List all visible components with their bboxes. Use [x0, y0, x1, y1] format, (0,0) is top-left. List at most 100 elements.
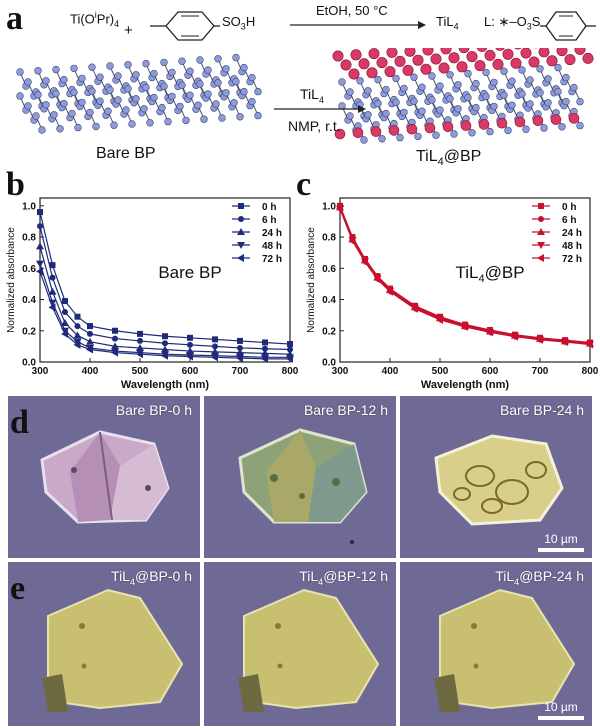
bp-atom [146, 119, 154, 127]
til4-atom [564, 54, 576, 66]
til4-atom [424, 122, 436, 134]
data-point-marker [373, 275, 381, 284]
data-point-marker [238, 203, 244, 209]
plus-sign: + [124, 22, 133, 39]
bp-atom [142, 83, 150, 92]
bp-atom [34, 67, 42, 75]
bp-atom [132, 95, 140, 103]
micrograph-bare-bp-0h: Bare BP-0 h [8, 396, 200, 558]
til4-atom [458, 48, 470, 54]
bp-atom [128, 120, 136, 128]
y-tick-label: 0.4 [322, 295, 336, 306]
bp-atom [60, 75, 68, 84]
til4-atom [528, 56, 540, 68]
bp-atom [364, 87, 372, 95]
bp-atom [486, 127, 494, 136]
data-point-marker [237, 344, 243, 351]
bp-atom [222, 65, 230, 73]
series-line [39, 225, 291, 351]
bp-atom [114, 96, 122, 104]
micrograph-label: Bare BP-0 h [115, 402, 192, 418]
bp-atom [518, 66, 526, 74]
bp-atom [490, 78, 498, 87]
til4-atom [538, 48, 550, 58]
bp-atom [16, 92, 24, 100]
til4-atom [546, 55, 558, 67]
bp-atom [86, 108, 94, 117]
bp-atom [490, 102, 498, 111]
bp-atom [418, 83, 426, 91]
til4-atom [478, 119, 490, 130]
bp-atom [42, 101, 50, 109]
bp-atom [464, 93, 472, 102]
micrograph-til4-bp-24h: TiL4@BP-24 h 10 µm [400, 562, 592, 726]
bp-atom [168, 68, 176, 77]
bp-atom [382, 109, 390, 118]
bp-atom [186, 67, 194, 75]
y-axis-label: Normalized absorbance [6, 227, 17, 333]
data-point-marker [61, 329, 68, 338]
data-point-marker [62, 298, 68, 305]
data-point-marker [136, 343, 144, 351]
til4-bp-lattice [332, 48, 594, 144]
y-tick-label: 0.0 [22, 358, 36, 369]
til4-atom [352, 127, 364, 139]
flake-coated-24h [434, 588, 576, 712]
micrograph-bare-bp-12h: Bare BP-12 h [204, 396, 396, 558]
flake-bare-24h [434, 434, 564, 526]
bp-atom [414, 132, 422, 141]
bp-atom [482, 68, 490, 77]
til4-atom [348, 68, 360, 80]
data-point-marker [538, 216, 544, 222]
til4-atom [358, 58, 370, 70]
bp-atom [392, 98, 400, 107]
panel-label-d: d [10, 404, 29, 441]
y-tick-label: 0.4 [22, 295, 36, 306]
bp-atom [472, 103, 480, 112]
bp-atom [42, 77, 50, 85]
til4-atom [384, 66, 396, 78]
legend-label: 72 h [262, 254, 282, 265]
bp-atom [52, 89, 60, 98]
bp-atom [50, 111, 58, 119]
data-point-marker [87, 323, 93, 330]
bp-atom [222, 89, 230, 97]
til4-atom [368, 48, 380, 60]
bp-atom [96, 73, 104, 81]
y-tick-label: 0.6 [22, 264, 36, 275]
bp-atom [230, 99, 238, 107]
bp-atom [196, 80, 204, 88]
chart-inset-label: Bare BP [158, 263, 221, 282]
x-tick-label: 500 [432, 366, 449, 377]
coating-arrow [274, 105, 366, 113]
chart-bare-bp-absorbance: 300 400 500 600 700 800 0.0 0.2 0.4 0.6 0.8 1.0 Wave… [6, 197, 299, 391]
til4-atom [532, 115, 544, 127]
bp-atom [436, 106, 444, 114]
panel-label-e: e [10, 570, 26, 607]
bp-atom [196, 56, 204, 64]
micrograph-til4-bp-12h: TiL4@BP-12 h [204, 562, 396, 726]
bp-atom [78, 74, 86, 83]
scale-bar-e: 10 µm [538, 700, 584, 720]
bp-atom [150, 93, 158, 102]
bp-atom [52, 65, 60, 74]
bp-atom [92, 122, 100, 131]
til4-atom [492, 58, 504, 70]
reaction-conditions: EtOH, 50 °C [316, 3, 388, 18]
panel-label-a: a [6, 0, 23, 37]
micrograph-til4-bp-0h: TiL4@BP-0 h [8, 562, 200, 726]
bp-atom [544, 99, 552, 107]
data-point-marker [238, 216, 244, 222]
legend-label: 0 h [562, 202, 576, 213]
til4-atom [574, 48, 586, 55]
data-point-marker [537, 242, 545, 249]
series-72h [336, 204, 593, 349]
til4-atom [476, 48, 488, 52]
y-tick-label: 1.0 [22, 201, 36, 212]
legend-label: 24 h [262, 228, 282, 239]
bp-atom [446, 71, 454, 79]
bp-atom [576, 97, 584, 106]
bp-atom [396, 133, 404, 142]
bp-atom [454, 81, 462, 89]
data-point-marker [111, 348, 118, 357]
